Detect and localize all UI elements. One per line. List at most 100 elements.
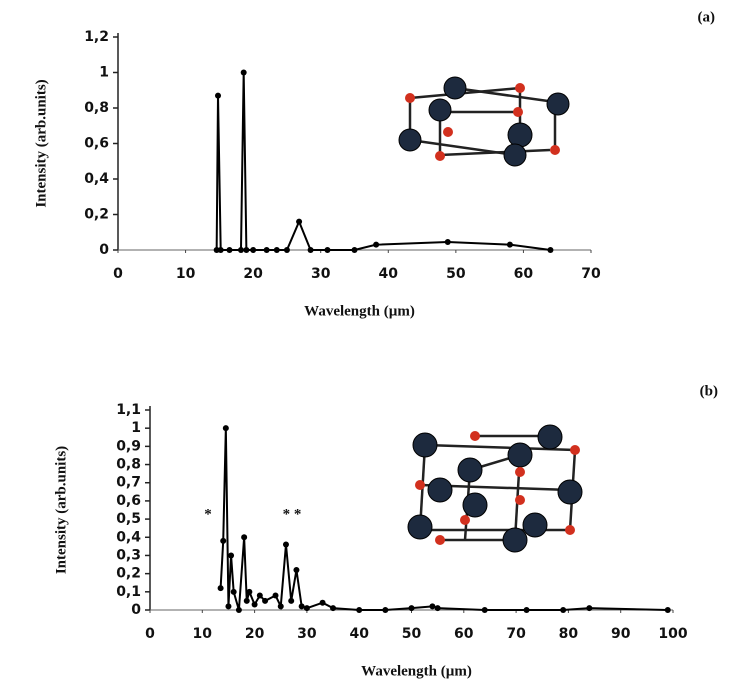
data-point xyxy=(664,607,671,613)
y-tick-label: 0 xyxy=(99,242,109,258)
crystal-b xyxy=(407,424,583,553)
x-tick-label: 20 xyxy=(245,626,265,642)
data-point xyxy=(351,247,358,253)
data-point xyxy=(230,588,237,595)
data-point xyxy=(560,607,567,613)
annotation: * xyxy=(204,506,212,522)
data-point xyxy=(226,247,233,253)
data-point xyxy=(243,597,250,604)
data-point xyxy=(220,537,227,544)
data-point xyxy=(408,605,415,612)
data-point xyxy=(277,603,284,610)
y-tick-label: 0,8 xyxy=(116,457,141,473)
y-tick-label: 1,1 xyxy=(116,402,141,418)
x-tick-label: 0 xyxy=(113,266,123,282)
y-axis-label: Intensity (arb.units) xyxy=(33,79,49,207)
data-point xyxy=(225,603,232,610)
y-tick-label: 1 xyxy=(131,420,141,436)
data-point xyxy=(283,247,290,253)
data-point xyxy=(256,592,263,599)
data-point xyxy=(241,534,248,541)
data-point xyxy=(373,241,380,248)
data-point xyxy=(296,218,303,225)
x-tick-label: 50 xyxy=(446,266,466,282)
annotation: * * xyxy=(283,506,302,522)
y-tick-label: 0,2 xyxy=(84,207,109,223)
y-tick-label: 1,2 xyxy=(84,29,109,45)
panel-label: (a) xyxy=(698,9,716,25)
data-point xyxy=(235,607,242,613)
data-point xyxy=(250,247,257,253)
x-tick-label: 100 xyxy=(658,626,687,642)
data-point xyxy=(444,239,451,246)
data-point xyxy=(303,605,310,612)
y-tick-label: 0,8 xyxy=(84,100,109,116)
x-axis-label: Wavelength (µm) xyxy=(361,663,472,679)
x-tick-label: 10 xyxy=(176,266,196,282)
data-point xyxy=(282,541,289,548)
data-line xyxy=(215,72,551,251)
data-point xyxy=(298,603,305,610)
data-point xyxy=(251,601,258,608)
y-tick-label: 0,2 xyxy=(116,566,141,582)
data-point xyxy=(288,597,295,604)
x-axis-label: Wavelength (µm) xyxy=(304,303,415,319)
data-point xyxy=(246,588,253,595)
data-point xyxy=(319,599,326,606)
data-point xyxy=(293,567,300,573)
data-point xyxy=(237,247,244,253)
x-tick-label: 40 xyxy=(349,626,369,642)
data-point xyxy=(217,585,224,592)
y-tick-label: 0,9 xyxy=(116,438,141,454)
y-tick-label: 0,6 xyxy=(84,136,109,152)
x-tick-label: 50 xyxy=(402,626,422,642)
data-point xyxy=(506,241,513,248)
data-point xyxy=(324,247,331,253)
y-tick-label: 0 xyxy=(131,602,141,618)
x-tick-label: 90 xyxy=(611,626,631,642)
y-tick-label: 0,4 xyxy=(116,529,141,545)
x-tick-label: 20 xyxy=(243,266,263,282)
x-tick-label: 40 xyxy=(379,266,399,282)
panel-label: (b) xyxy=(700,383,718,399)
data-point xyxy=(215,92,222,99)
y-tick-label: 0,6 xyxy=(116,493,141,509)
x-tick-label: 60 xyxy=(454,626,474,642)
data-point xyxy=(243,247,250,253)
data-point xyxy=(273,247,280,253)
y-axis-label: Intensity (arb.units) xyxy=(53,446,69,574)
data-point xyxy=(356,607,363,613)
y-tick-label: 0,4 xyxy=(84,171,109,187)
data-point xyxy=(547,247,554,253)
data-point xyxy=(240,69,247,76)
data-point xyxy=(222,425,229,432)
data-point xyxy=(263,247,270,253)
data-point xyxy=(272,592,279,599)
crystal-a xyxy=(398,76,570,167)
y-tick-label: 0,7 xyxy=(116,475,141,491)
x-tick-label: 70 xyxy=(506,626,526,642)
y-tick-label: 1 xyxy=(99,65,109,81)
x-tick-label: 60 xyxy=(514,266,534,282)
data-point xyxy=(429,603,436,610)
x-tick-label: 30 xyxy=(311,266,331,282)
data-point xyxy=(262,597,269,604)
y-tick-label: 0,3 xyxy=(116,547,141,563)
x-tick-label: 80 xyxy=(559,626,579,642)
x-tick-label: 10 xyxy=(193,626,213,642)
data-point xyxy=(434,605,441,612)
x-tick-label: 30 xyxy=(297,626,317,642)
y-tick-label: 0,1 xyxy=(116,584,141,600)
x-tick-label: 70 xyxy=(581,266,601,282)
data-point xyxy=(481,607,488,613)
data-point xyxy=(523,607,530,613)
data-point xyxy=(586,605,593,612)
data-point xyxy=(228,552,235,559)
data-point xyxy=(330,605,337,612)
x-tick-label: 0 xyxy=(145,626,155,642)
data-point xyxy=(382,607,389,613)
y-tick-label: 0,5 xyxy=(116,511,141,527)
data-point xyxy=(217,247,224,253)
data-point xyxy=(307,247,314,253)
